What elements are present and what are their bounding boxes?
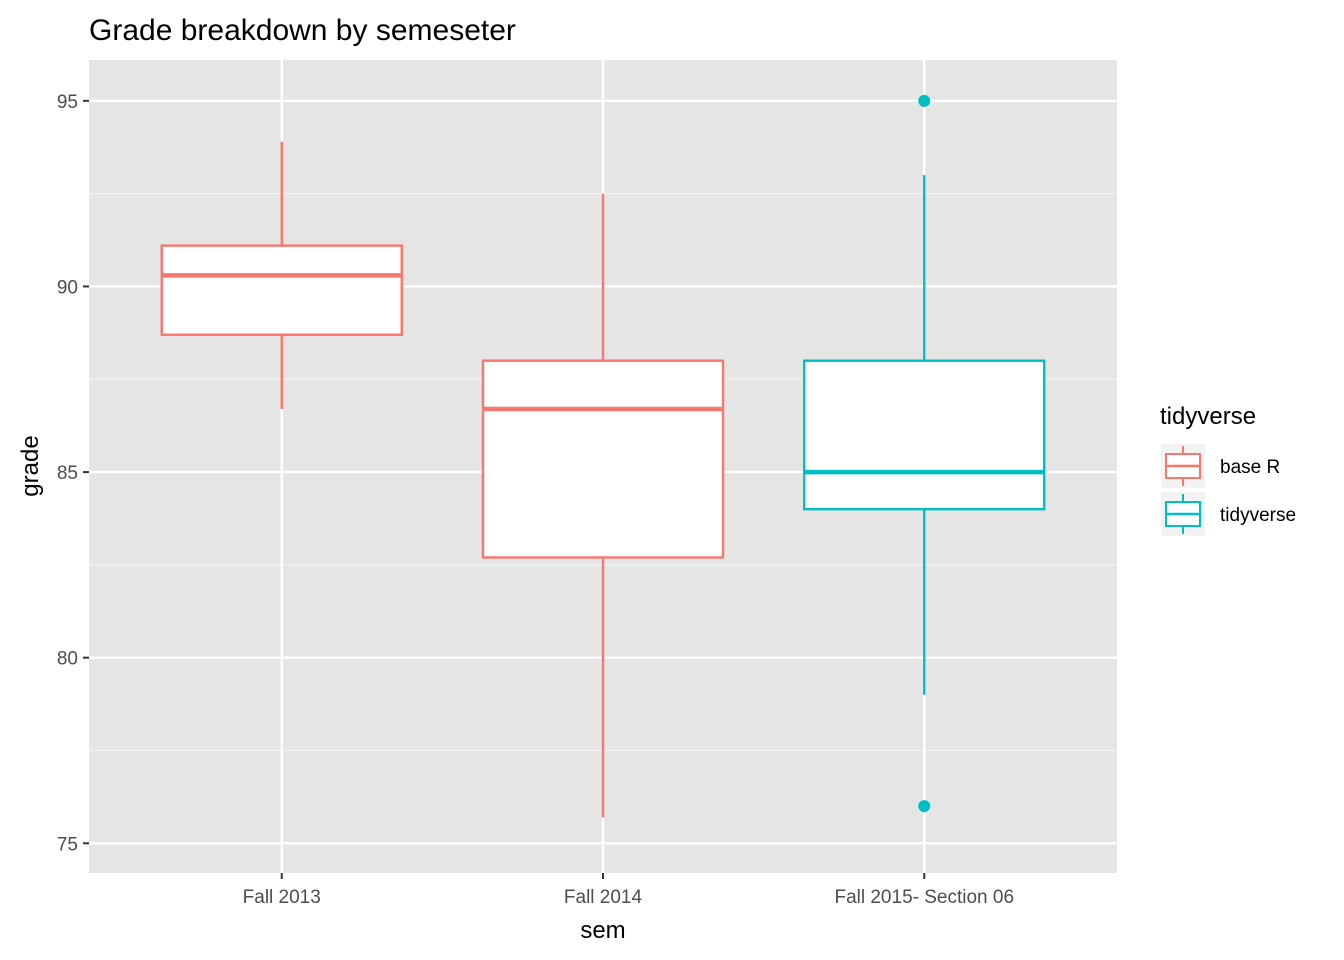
legend: tidyverse base R tidyverse: [1160, 403, 1296, 536]
y-tick-label: 80: [57, 649, 78, 670]
legend-label: tidyverse: [1220, 505, 1296, 526]
x-tick-label: Fall 2014: [564, 887, 643, 908]
x-tick-label: Fall 2015- Section 06: [834, 887, 1014, 908]
y-axis-title: grade: [17, 435, 44, 496]
y-tick-label: 90: [57, 277, 78, 298]
y-tick-label: 95: [57, 92, 78, 113]
chart-title: Grade breakdown by semeseter: [89, 14, 516, 47]
box-iqr: [160, 244, 403, 336]
legend-label: base R: [1220, 457, 1280, 478]
box-iqr: [803, 359, 1046, 511]
box-iqr: [481, 359, 725, 559]
x-axis: Fall 2013 Fall 2014 Fall 2015- Section 06: [243, 873, 1014, 908]
outlier-point: [918, 800, 931, 813]
legend-title: tidyverse: [1160, 403, 1256, 430]
y-tick-label: 75: [57, 834, 78, 855]
x-tick-label: Fall 2013: [243, 887, 321, 908]
x-axis-title: sem: [580, 917, 625, 944]
y-tick-label: 85: [57, 463, 78, 484]
y-axis: 75 80 85 90 95: [57, 92, 89, 855]
boxes: [160, 94, 1046, 818]
outlier-point: [918, 94, 931, 107]
